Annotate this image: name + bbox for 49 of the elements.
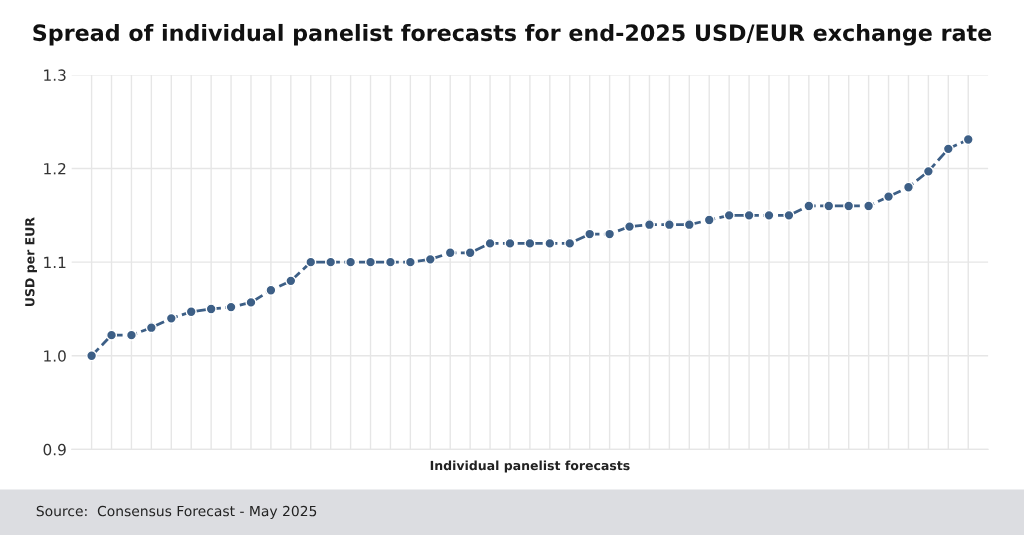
- point: [145, 322, 157, 334]
- x-axis-title: Individual panelist forecasts: [430, 460, 630, 473]
- point: [86, 350, 98, 362]
- point: [125, 329, 138, 341]
- point: [882, 191, 895, 203]
- source-note: Source: Consensus Forecast - May 2025: [36, 505, 317, 519]
- y-tick-label: 1.1: [44, 256, 66, 268]
- y-tick-label: 0.9: [43, 443, 66, 456]
- point: [703, 214, 715, 226]
- point: [683, 219, 695, 231]
- point: [225, 301, 237, 313]
- point: [962, 133, 974, 146]
- y-tick-label: 1.0: [44, 350, 66, 362]
- point: [902, 181, 915, 193]
- y-tick-label: 1.3: [44, 69, 66, 81]
- point: [345, 256, 357, 268]
- point: [265, 284, 277, 296]
- point: [205, 303, 217, 315]
- point: [105, 329, 118, 341]
- point: [922, 165, 934, 177]
- point: [723, 209, 735, 221]
- point: [245, 296, 257, 308]
- point: [364, 256, 377, 268]
- point: [424, 253, 436, 265]
- point: [305, 256, 317, 268]
- point: [604, 228, 616, 240]
- point: [544, 237, 556, 249]
- point: [623, 221, 636, 233]
- point: [404, 256, 416, 268]
- y-tick-label: 1.2: [44, 162, 66, 175]
- point: [843, 200, 855, 212]
- point: [464, 247, 476, 259]
- point: [325, 256, 337, 268]
- point: [803, 200, 815, 212]
- point: [743, 209, 755, 221]
- point: [663, 219, 675, 231]
- y-axis-title: USD per EUR: [25, 217, 37, 307]
- point: [863, 200, 875, 212]
- point: [783, 209, 795, 221]
- point: [763, 209, 775, 221]
- point: [524, 237, 536, 249]
- point: [484, 237, 496, 249]
- point: [185, 306, 197, 318]
- point: [285, 275, 297, 287]
- point: [823, 200, 835, 212]
- chart-title: Spread of individual panelist forecasts for end-2025 USD/EUR exchange rate: [33, 23, 992, 46]
- point: [504, 237, 516, 249]
- point: [384, 256, 397, 268]
- point: [584, 228, 596, 240]
